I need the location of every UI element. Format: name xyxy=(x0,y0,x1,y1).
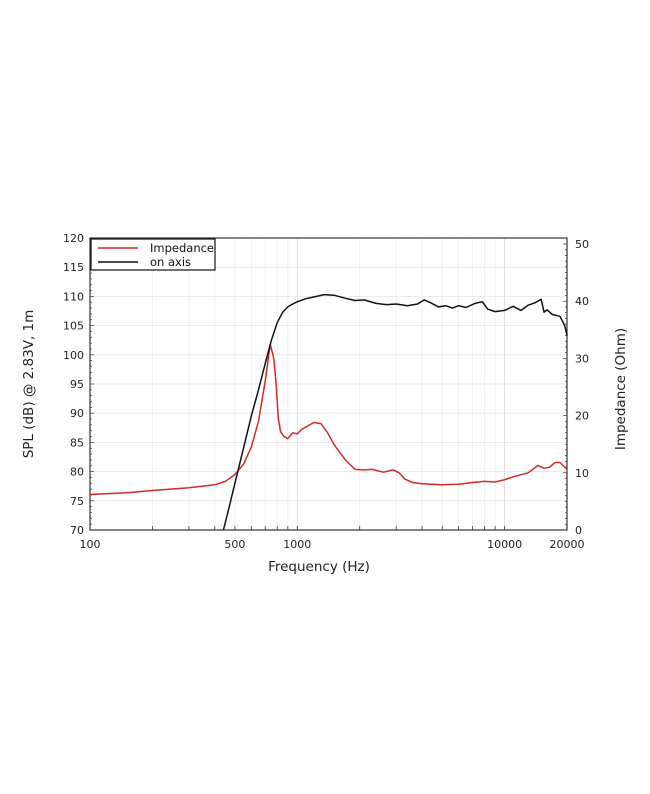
x-tick-label: 20000 xyxy=(550,538,585,551)
data-curves xyxy=(89,293,568,531)
x-tick-label: 1000 xyxy=(283,538,311,551)
y-tick-label-right: 20 xyxy=(575,410,589,423)
grid-lines xyxy=(90,238,567,530)
legend-label-on-axis: on axis xyxy=(150,255,191,269)
y-tick-label-left: 70 xyxy=(70,524,84,537)
legend: Impedance on axis xyxy=(90,238,216,271)
y-tick-label-left: 80 xyxy=(70,466,84,479)
x-tick-label: 100 xyxy=(80,538,101,551)
legend-box xyxy=(90,238,216,271)
impedance-curve xyxy=(89,343,568,496)
y-axis-title-right: Impedance (Ohm) xyxy=(613,328,629,450)
legend-label-impedance: Impedance xyxy=(150,241,214,255)
y-tick-label-right: 40 xyxy=(575,295,589,308)
y-tick-label-right: 0 xyxy=(575,524,582,537)
y-tick-label-right: 30 xyxy=(575,352,589,365)
y-tick-label-left: 100 xyxy=(63,349,84,362)
y-tick-label-left: 85 xyxy=(70,436,84,449)
axis-ticks: 70 75 80 85 90 95 100 105 110 115 120 0 10 20 30 40 50 10… xyxy=(63,232,589,551)
on-axis-spl-curve xyxy=(222,293,568,531)
y-tick-label-left: 105 xyxy=(63,320,84,333)
y-tick-label-left: 75 xyxy=(70,495,84,508)
y-tick-label-left: 90 xyxy=(70,407,84,420)
y-tick-label-left: 110 xyxy=(63,290,84,303)
y-axis-title-left: SPL (dB) @ 2.83V, 1m xyxy=(21,310,37,459)
y-tick-label-left: 115 xyxy=(63,261,84,274)
x-tick-label: 10000 xyxy=(487,538,522,551)
y-tick-label-left: 95 xyxy=(70,378,84,391)
y-tick-label-right: 50 xyxy=(575,238,589,251)
x-axis-title: Frequency (Hz) xyxy=(268,559,370,575)
x-tick-label: 500 xyxy=(224,538,245,551)
y-tick-label-left: 120 xyxy=(63,232,84,245)
y-tick-label-right: 10 xyxy=(575,467,589,480)
